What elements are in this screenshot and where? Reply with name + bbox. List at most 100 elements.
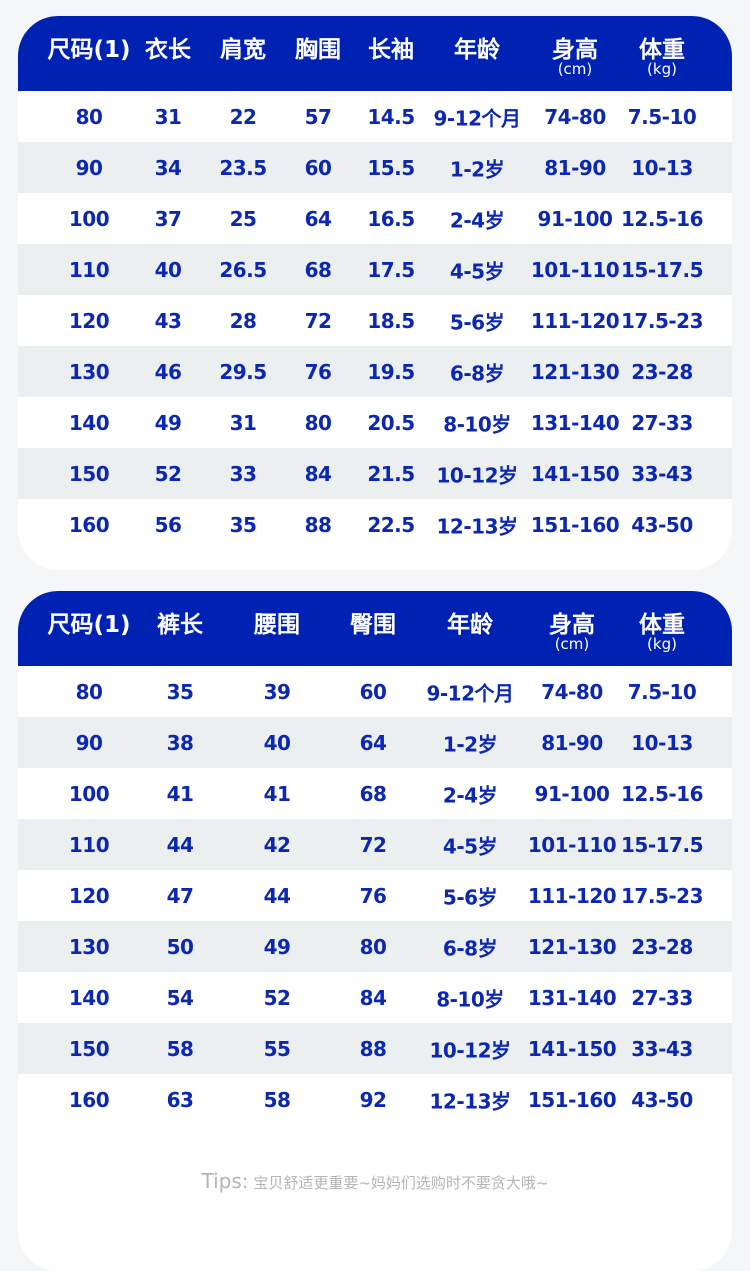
column-header: 裤长 — [157, 605, 203, 639]
header-unit: (kg) — [647, 60, 677, 78]
table-cell: 80 — [75, 679, 103, 704]
table-cell: 140 — [68, 985, 110, 1010]
table-cell: 141-150 — [527, 1036, 617, 1061]
header-unit: (cm) — [554, 635, 590, 653]
table-cell: 37 — [154, 206, 182, 231]
table-cell: 17.5-23 — [621, 883, 703, 908]
table-cell: 64 — [359, 730, 387, 755]
table-cell: 100 — [68, 781, 110, 806]
table-cell: 40 — [154, 257, 182, 282]
header-unit: (cm) — [557, 60, 593, 78]
table-cell: 91-100 — [537, 206, 613, 231]
table-cell: 43 — [154, 308, 182, 333]
column-header: 体重 (kg) — [639, 605, 685, 652]
table-cell: 131-140 — [530, 410, 620, 435]
table-cell: 151-160 — [530, 512, 620, 537]
table-cell: 10-12岁 — [436, 463, 518, 487]
table-cell: 38 — [166, 730, 194, 755]
table-header: 尺码(1) 裤长 腰围 臀围 年龄 身高 (cm) 体重 (kg) — [18, 591, 732, 666]
table-cell: 101-110 — [530, 257, 620, 282]
table-row: 150 58 55 88 10-12岁 141-150 33-43 — [18, 1023, 732, 1074]
table-cell: 9-12个月 — [433, 106, 521, 130]
table-cell: 63 — [166, 1087, 194, 1112]
table-cell: 1-2岁 — [442, 732, 498, 756]
table-cell: 4-5岁 — [442, 834, 498, 858]
table-cell: 44 — [263, 883, 291, 908]
table-cell: 27-33 — [631, 985, 693, 1010]
table-cell: 76 — [304, 359, 332, 384]
table-cell: 21.5 — [367, 461, 415, 486]
table-cell: 120 — [68, 308, 110, 333]
column-header: 年龄 — [447, 605, 493, 639]
table-cell: 100 — [68, 206, 110, 231]
table-cell: 68 — [304, 257, 332, 282]
table-cell: 111-120 — [530, 308, 620, 333]
table-cell: 160 — [68, 1087, 110, 1112]
table-cell: 10-13 — [631, 730, 693, 755]
table-cell: 15-17.5 — [621, 257, 703, 282]
table-row: 140 54 52 84 8-10岁 131-140 27-33 — [18, 972, 732, 1023]
table-cell: 23-28 — [631, 359, 693, 384]
table-cell: 9-12个月 — [426, 681, 514, 705]
table-cell: 34 — [154, 155, 182, 180]
table-cell: 57 — [304, 104, 332, 129]
table-cell: 151-160 — [527, 1087, 617, 1112]
header-label: 尺码(1) — [47, 37, 131, 63]
table-cell: 2-4岁 — [449, 208, 505, 232]
table-cell: 2-4岁 — [442, 783, 498, 807]
table-cell: 81-90 — [541, 730, 603, 755]
table-cell: 35 — [229, 512, 257, 537]
table-cell: 28 — [229, 308, 257, 333]
table-cell: 52 — [263, 985, 291, 1010]
table-cell: 33-43 — [631, 1036, 693, 1061]
table-cell: 31 — [229, 410, 257, 435]
table-cell: 6-8岁 — [442, 936, 498, 960]
header-label: 长袖 — [368, 37, 414, 63]
header-label: 腰围 — [254, 612, 300, 638]
table-cell: 6-8岁 — [449, 361, 505, 385]
table-cell: 90 — [75, 155, 103, 180]
table-cell: 68 — [359, 781, 387, 806]
table-cell: 43-50 — [631, 512, 693, 537]
table-row: 150 52 33 84 21.5 10-12岁 141-150 33-43 — [18, 448, 732, 499]
table-cell: 17.5 — [367, 257, 415, 282]
table-cell: 42 — [263, 832, 291, 857]
table-cell: 101-110 — [527, 832, 617, 857]
table-cell: 55 — [263, 1036, 291, 1061]
table-row: 110 40 26.5 68 17.5 4-5岁 101-110 15-17.5 — [18, 244, 732, 295]
header-label: 尺码(1) — [47, 612, 131, 638]
table-cell: 25 — [229, 206, 257, 231]
table-row: 120 47 44 76 5-6岁 111-120 17.5-23 — [18, 870, 732, 921]
table-cell: 15.5 — [367, 155, 415, 180]
table-cell: 54 — [166, 985, 194, 1010]
table-cell: 1-2岁 — [449, 157, 505, 181]
table-cell: 15-17.5 — [621, 832, 703, 857]
table-cell: 4-5岁 — [449, 259, 505, 283]
table-cell: 60 — [359, 679, 387, 704]
table-row: 90 38 40 64 1-2岁 81-90 10-13 — [18, 717, 732, 768]
table-cell: 10-12岁 — [429, 1038, 511, 1062]
table-cell: 80 — [359, 934, 387, 959]
header-label: 身高 — [549, 612, 595, 638]
column-header: 长袖 — [368, 30, 414, 64]
bottom-size-table: 尺码(1) 裤长 腰围 臀围 年龄 身高 (cm) 体重 (kg) 80 35 39 60 9-12个月 7… — [18, 591, 732, 1271]
table-cell: 64 — [304, 206, 332, 231]
table-cell: 7.5-10 — [627, 679, 697, 704]
column-header: 年龄 — [454, 30, 500, 64]
table-row: 130 46 29.5 76 19.5 6-8岁 121-130 23-28 — [18, 346, 732, 397]
table-cell: 12.5-16 — [621, 206, 703, 231]
header-label: 臀围 — [350, 612, 396, 638]
table-cell: 56 — [154, 512, 182, 537]
table-cell: 80 — [304, 410, 332, 435]
top-size-table: 尺码(1) 衣长 肩宽 胸围 长袖 年龄 身高 (cm) 体重 (kg) 80 31 22 57 14.5 9… — [18, 16, 732, 570]
column-header: 肩宽 — [220, 30, 266, 64]
table-cell: 33 — [229, 461, 257, 486]
table-cell: 131-140 — [527, 985, 617, 1010]
table-cell: 90 — [75, 730, 103, 755]
table-cell: 130 — [68, 359, 110, 384]
table-row: 160 56 35 88 22.5 12-13岁 151-160 43-50 — [18, 499, 732, 550]
table-cell: 14.5 — [367, 104, 415, 129]
header-label: 体重 — [639, 612, 685, 638]
column-header: 腰围 — [254, 605, 300, 639]
table-cell: 49 — [263, 934, 291, 959]
